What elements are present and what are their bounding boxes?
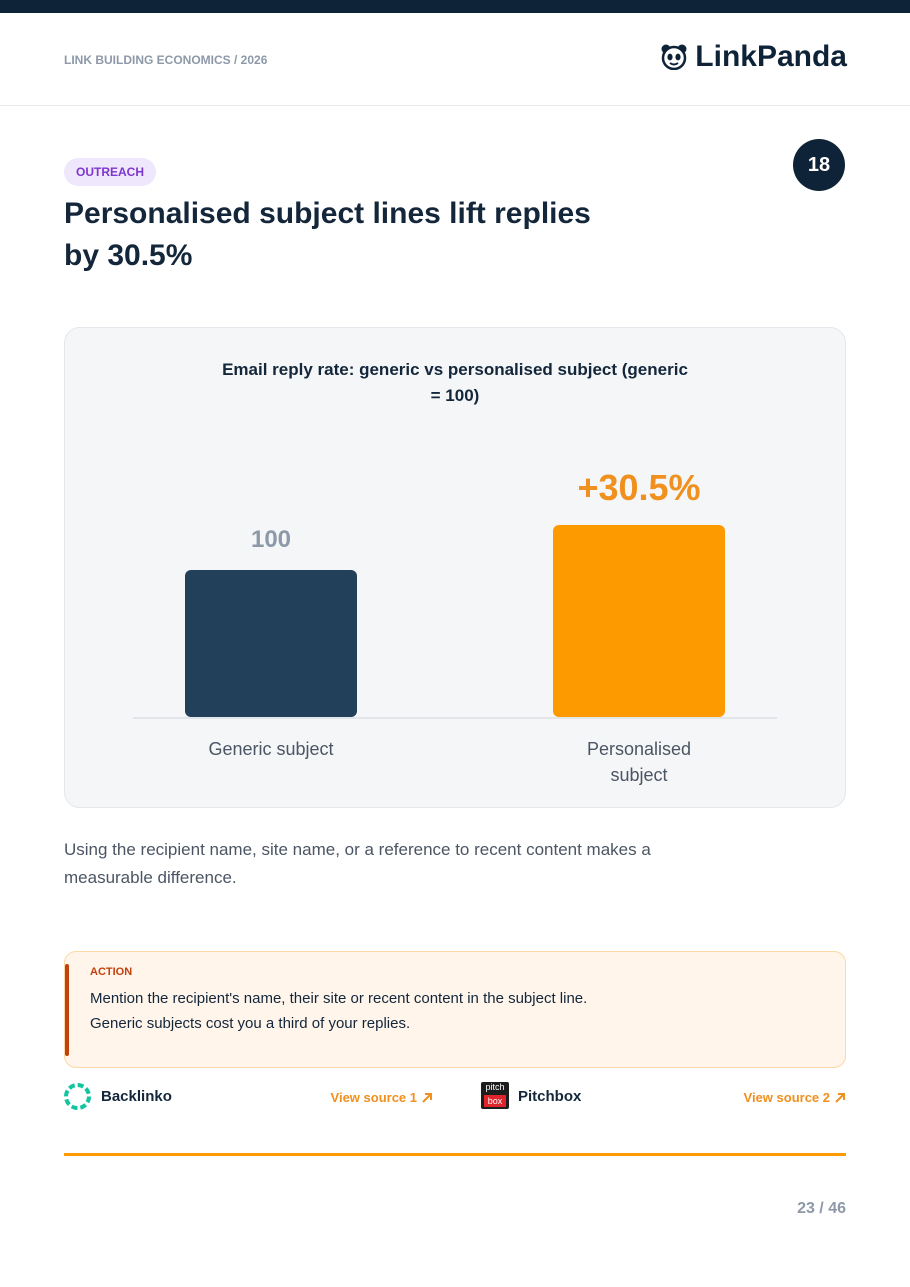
action-text: Generic subjects cost you a third of you… <box>90 1015 411 1032</box>
source-link-text[interactable]: View source 2 <box>743 1090 830 1105</box>
kicker: LINK BUILDING ECONOMICS / 2026 <box>64 53 268 67</box>
action-accent <box>65 964 69 1056</box>
bar <box>185 569 357 717</box>
source-link-text[interactable]: View source 1 <box>330 1090 417 1105</box>
panda-icon <box>661 44 687 70</box>
x-tick-label: Generic subject <box>208 739 334 759</box>
arrow-icon <box>422 1092 432 1103</box>
brand: LinkPanda <box>661 40 847 74</box>
arrow-icon <box>835 1092 845 1103</box>
chart-title: Email reply rate: generic vs personalise… <box>222 360 688 405</box>
bar <box>553 525 725 717</box>
logo-text: pitch <box>485 1082 505 1092</box>
page-number: 23 / 46 <box>797 1200 846 1217</box>
action-label: ACTION <box>90 966 133 978</box>
source-name: Pitchbox <box>518 1088 582 1105</box>
source-link[interactable]: View source 2 <box>744 1090 846 1105</box>
value-label: 100 <box>250 525 292 553</box>
value-label: +30.5% <box>577 467 701 508</box>
source-name: Backlinko <box>101 1088 172 1105</box>
backlinko-icon <box>64 1083 91 1110</box>
source-link[interactable]: View source 1 <box>331 1090 433 1105</box>
title: by 30.5% <box>64 239 193 272</box>
badge: 18 <box>793 139 845 191</box>
top-bar <box>0 0 910 13</box>
header <box>0 13 910 106</box>
logo-text: box <box>484 1095 506 1107</box>
baseline <box>133 717 777 719</box>
tag: OUTREACH <box>64 158 156 186</box>
action-box: ACTION Mention the recipient's name, the… <box>64 951 846 1068</box>
brand-name: LinkPanda <box>695 40 847 73</box>
body-text: Using the recipient name, site name, or … <box>64 840 651 887</box>
divider <box>64 1153 846 1156</box>
title: Personalised subject lines lift replies <box>64 197 591 230</box>
action-text: Mention the recipient's name, their site… <box>90 990 588 1007</box>
x-tick-label: Personalised subject <box>586 739 692 785</box>
pitchbox-icon: pitch box <box>481 1082 509 1109</box>
